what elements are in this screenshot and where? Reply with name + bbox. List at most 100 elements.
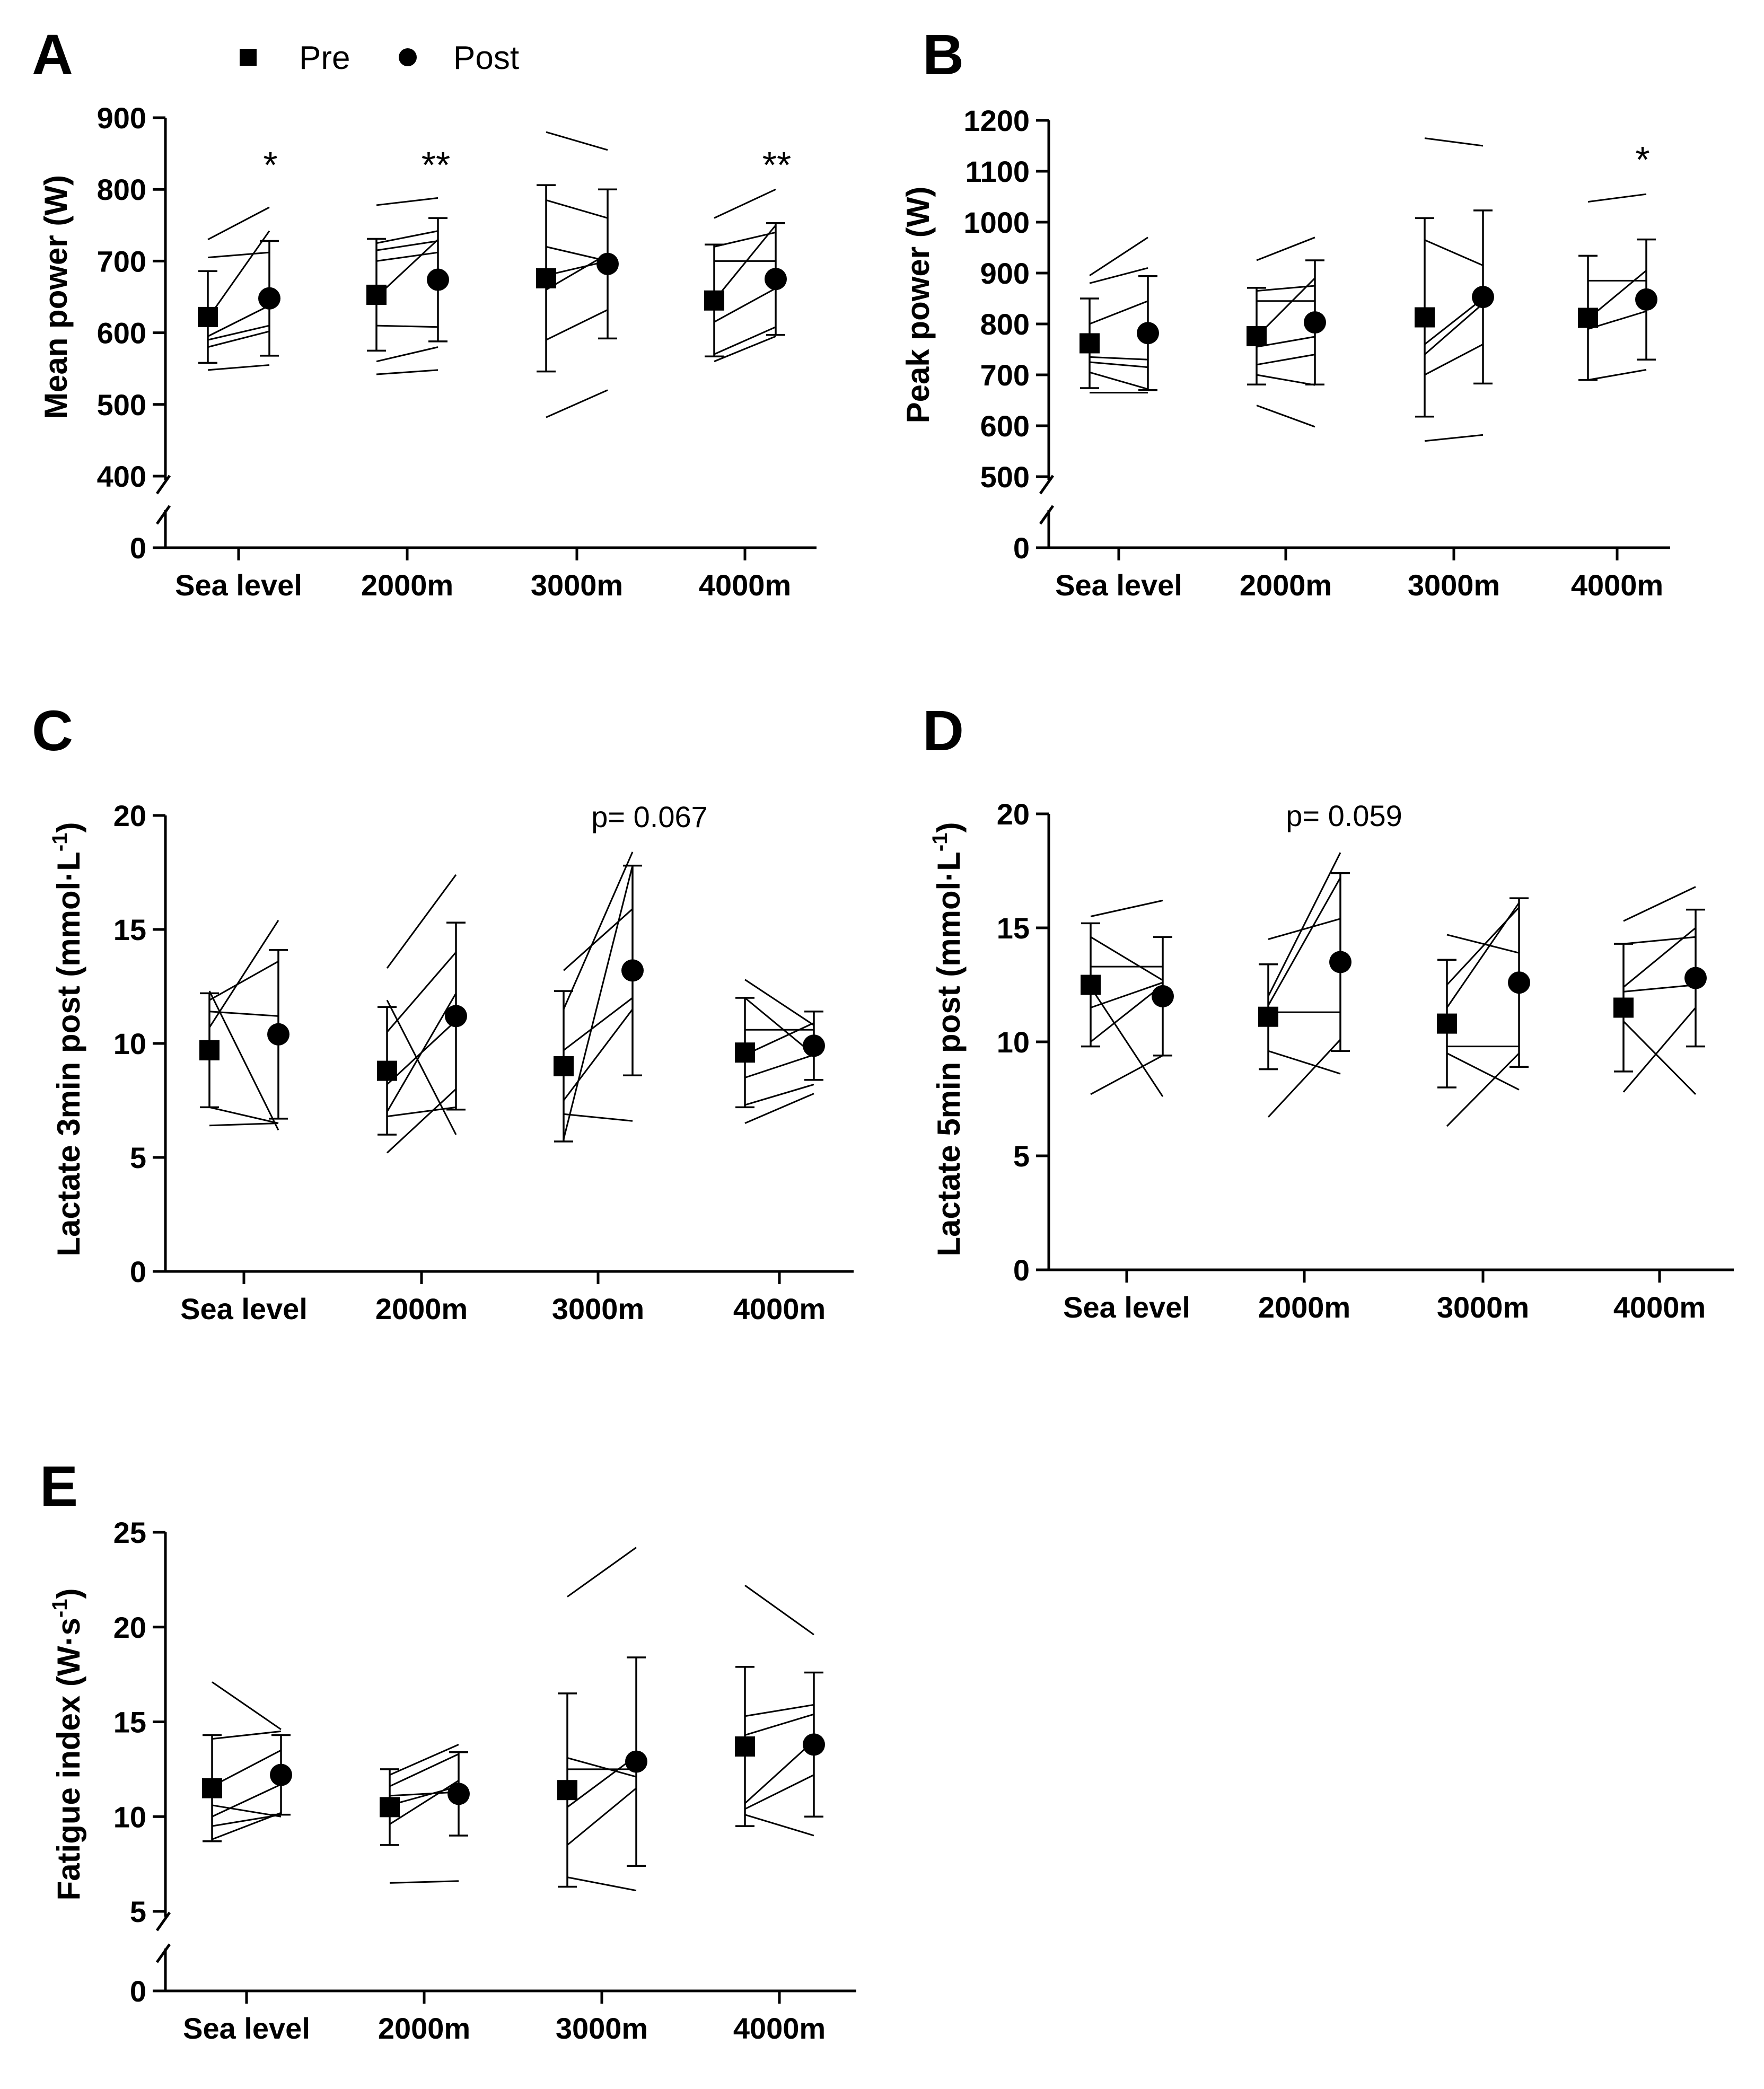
y-tick-label-a: 900 [97,101,146,135]
subject-line-e [389,1780,459,1825]
subject-line-a [207,364,270,371]
panel-letter-e: E [40,1454,78,1518]
subject-line-d [1623,886,1696,922]
subject-line-d [1623,984,1696,993]
subject-line-e [212,1681,282,1731]
plot-area-a: 0 400 500 600 700 800 900 Sea level * 2000m ** 3000… [97,101,817,602]
mean-marker-post-e [270,1763,292,1786]
y-axis-label-b: Peak power (W) [900,187,936,424]
axis-break-mark-e [155,1943,171,1963]
subject-line-c [563,865,634,1139]
subject-line-e [567,1755,637,1808]
x-tick-label-c: Sea level [180,1292,308,1326]
y-axis-label-c: Lactate 3min post (mmol·L-1) [48,822,86,1257]
panel-b: B Peak power (W) 0 500 600 700 800 900 1000 110… [900,22,1670,602]
y-tick-label-e: 15 [113,1706,146,1739]
subject-line-d [1623,936,1696,945]
y-tick-label-b: 1200 [963,104,1030,137]
subject-line-c [209,1011,279,1017]
subject-line-a [714,326,776,355]
subject-line-e [389,1791,459,1797]
panel-d: D Lactate 5min post (mmol·L-1) 0 5 10 15 20 S… [923,698,1734,1324]
subject-line-d [1267,1039,1341,1118]
p-value-annotation-d: p= 0.059 [1286,799,1402,832]
subject-line-c [386,1088,457,1154]
panel-c: C Lactate 3min post (mmol·L-1) 0 5 10 15 20 S… [32,698,854,1326]
axis-break-mark-a [155,475,171,495]
subject-line-c [563,1008,634,1101]
subject-line-a [207,330,270,348]
mean-marker-post-c [267,1023,289,1046]
y-tick-label-d: 5 [1013,1139,1030,1173]
subject-line-b [1424,239,1484,266]
subject-line-b [1256,236,1315,261]
mean-marker-pre-b [1080,333,1100,354]
y-axis-label-c-text: Lactate 3min post (mmol·L [51,852,86,1256]
y-tick-label-b: 700 [980,358,1030,392]
subject-line-a [207,304,270,337]
x-tick-label-e: 4000m [733,2012,826,2045]
x-tick-label-b: 4000m [1571,568,1663,602]
subject-line-e [212,1749,282,1787]
panel-letter-c: C [32,698,73,762]
subject-line-b [1587,193,1647,203]
subject-line-b [1089,267,1148,284]
mean-marker-post-b [1304,311,1326,334]
y-tick-label-c: 15 [113,913,146,946]
subject-line-d [1090,936,1163,981]
legend-post-marker [399,48,417,66]
x-tick-label-b: 3000m [1408,568,1500,602]
subject-line-b [1089,236,1148,277]
mean-marker-post-a [596,252,619,275]
subject-line-a [376,230,438,244]
subject-line-c [386,993,457,1112]
subject-line-a [376,197,438,206]
subject-line-a [375,239,439,298]
subject-line-b [1424,137,1484,147]
mean-marker-pre-c [377,1060,397,1081]
y-tick-label-d: 20 [997,797,1030,831]
significance-annotation-a: ** [762,144,791,186]
axis-break-mark-a [155,505,171,525]
y-tick-label-a: 0 [130,531,146,565]
subject-line-a [207,251,270,259]
y-axis-label-d: Lactate 5min post (mmol·L-1) [928,822,967,1257]
subject-line-d [1268,918,1341,940]
legend-pre-marker [240,49,257,66]
subject-line-d [1090,899,1163,917]
subject-line-c [387,1106,457,1118]
subject-line-c [563,1113,633,1122]
subject-line-a [546,131,608,151]
mean-marker-pre-c [199,1040,220,1060]
subject-line-d [1446,1052,1520,1091]
mean-marker-post-c [803,1034,825,1057]
subject-line-a [714,231,776,248]
subject-line-c [744,1083,814,1106]
subject-line-d [1446,1052,1520,1127]
x-tick-label-c: 2000m [375,1292,468,1326]
subject-line-d [1446,902,1520,1008]
axis-break-mark-e [155,1911,171,1932]
y-axis-label-d-text: Lactate 5min post (mmol·L [931,852,967,1256]
y-tick-label-e: 20 [113,1611,146,1644]
subject-line-e [567,1787,637,1846]
subject-line-d [1623,927,1696,988]
y-tick-label-e: 0 [130,1974,146,2008]
subject-line-d [1622,1007,1697,1093]
subject-line-d [1446,934,1520,954]
subject-line-e [744,1704,814,1717]
y-axis-label-e-text: Fatigue index (W·s [51,1618,86,1900]
subject-line-c [744,997,814,1056]
subject-line-e [567,1757,637,1778]
plot-area-c: 0 5 10 15 20 Sea level 2000m 3000m p= 0.067 4000m [113,799,854,1326]
subject-line-b [1256,354,1315,366]
panel-letter-b: B [923,22,964,86]
subject-line-b [1424,297,1484,345]
subject-line-d [1267,877,1341,1006]
mean-marker-pre-c [554,1056,574,1076]
mean-marker-post-d [1329,951,1351,973]
mean-marker-pre-d [1081,975,1101,995]
mean-marker-post-b [1472,286,1494,309]
panel-e: E Fatigue index (W·s-1) 0 5 10 15 20 25 Sea le… [40,1454,856,2045]
subject-line-e [567,1547,637,1598]
